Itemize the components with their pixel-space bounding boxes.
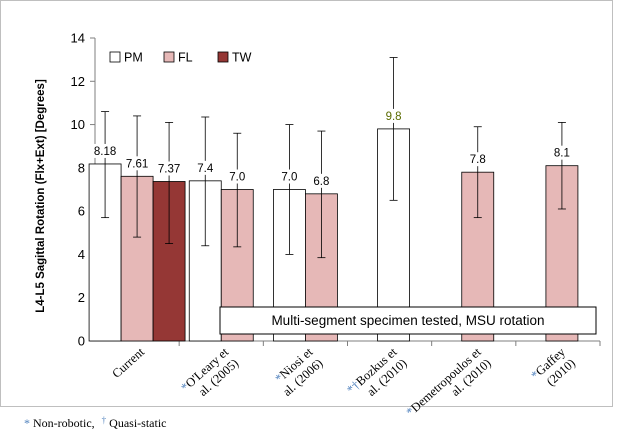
error-bars bbox=[101, 57, 566, 259]
legend-swatch-pm bbox=[109, 51, 121, 63]
footnote-dagger: † bbox=[102, 415, 107, 425]
data-label-background bbox=[462, 152, 493, 167]
data-label: 7.37 bbox=[158, 163, 180, 175]
y-tick-label: 4 bbox=[78, 247, 85, 262]
legend-label-tw: TW bbox=[232, 51, 252, 65]
y-tick-label: 12 bbox=[71, 74, 85, 89]
data-label: 7.61 bbox=[126, 158, 148, 170]
y-tick-label: 14 bbox=[71, 31, 85, 46]
footnote-dagger-text: Quasi-static bbox=[109, 416, 166, 430]
data-label-background bbox=[306, 173, 337, 188]
y-tick-label: 0 bbox=[78, 334, 85, 349]
data-label-background bbox=[154, 161, 185, 176]
data-label-background bbox=[378, 108, 409, 123]
data-label-background bbox=[190, 160, 221, 175]
data-label: 8.18 bbox=[94, 146, 116, 158]
annotation-text: Multi-segment specimen tested, MSU rotat… bbox=[271, 313, 544, 328]
y-tick-label: 2 bbox=[78, 290, 85, 305]
data-labels: 8.18 7.61 7.37 7.4 7.0 7.0 6.8 9.8 7.8 8.1 bbox=[90, 108, 577, 188]
y-tick-label: 10 bbox=[71, 117, 85, 132]
legend-swatch-fl bbox=[163, 51, 175, 63]
annotation-box: Multi-segment specimen tested, MSU rotat… bbox=[219, 306, 597, 335]
legend-swatch-tw bbox=[217, 51, 229, 63]
footnote: * Non-robotic, † Quasi-static bbox=[24, 412, 166, 430]
data-label: 9.8 bbox=[386, 111, 402, 123]
y-tick-label: 8 bbox=[78, 160, 85, 175]
svg-text:* Non-robotic, †: * Non-robotic, † Quasi-static bbox=[24, 412, 166, 430]
data-label: 7.0 bbox=[281, 172, 297, 184]
legend-label-pm: PM bbox=[124, 51, 143, 65]
data-label-background bbox=[122, 156, 153, 171]
annotation-box-border bbox=[219, 306, 597, 335]
data-label: 6.8 bbox=[313, 176, 329, 188]
legend-label-fl: FL bbox=[178, 51, 193, 65]
data-label: 7.4 bbox=[197, 163, 214, 175]
footnote-star: * bbox=[24, 416, 30, 430]
y-tick-label: 6 bbox=[78, 204, 85, 219]
data-label: 7.8 bbox=[470, 154, 486, 166]
data-label-background bbox=[546, 145, 577, 160]
data-label: 8.1 bbox=[554, 148, 570, 160]
footnote-star-text: Non-robotic, bbox=[33, 416, 95, 430]
y-axis-label: L4-L5 Sagittal Rotation (Flx+Ext) [Degre… bbox=[35, 79, 47, 313]
data-label: 7.0 bbox=[229, 172, 245, 184]
data-label-background bbox=[274, 169, 305, 184]
data-label-background bbox=[222, 169, 253, 184]
legend: PM FL TW bbox=[109, 51, 252, 65]
data-label-background bbox=[90, 143, 121, 158]
